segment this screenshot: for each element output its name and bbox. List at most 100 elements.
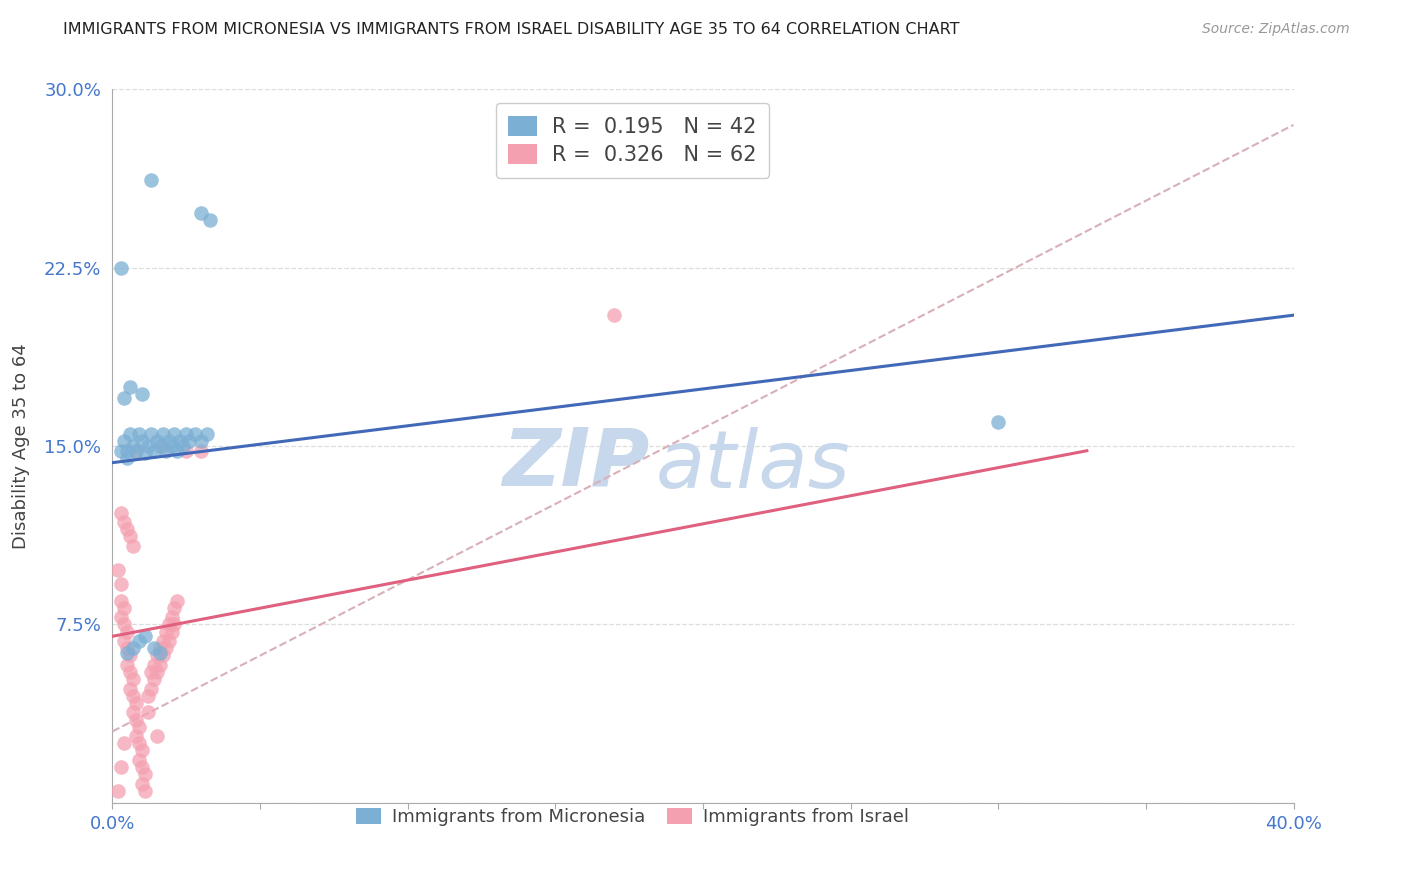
Point [139,172,162,186]
Point [160,624,183,639]
Point [142,672,165,686]
Point [107,563,129,577]
Point [131,777,153,791]
Point [112,634,135,648]
Text: atlas: atlas [655,427,851,505]
Point [134,446,156,460]
Point [195,427,218,442]
Point [160,610,183,624]
Point [149,641,172,656]
Point [142,657,165,672]
Point [160,439,183,453]
Point [112,617,135,632]
Point [120,681,142,696]
Point [142,641,165,656]
Point [149,646,172,660]
Point [146,729,169,743]
Point [131,434,153,449]
Point [122,539,145,553]
Point [128,427,150,442]
Point [139,681,162,696]
Point [136,439,159,453]
Point [117,641,138,656]
Point [117,522,138,536]
Point [125,729,148,743]
Point [112,736,135,750]
Point [120,648,142,663]
Point [155,443,177,458]
Point [157,634,180,648]
Text: ZIP: ZIP [502,425,650,503]
Point [163,427,186,442]
Point [125,713,148,727]
Point [198,213,221,227]
Text: IMMIGRANTS FROM MICRONESIA VS IMMIGRANTS FROM ISRAEL DISABILITY AGE 35 TO 64 COR: IMMIGRANTS FROM MICRONESIA VS IMMIGRANTS… [63,22,960,37]
Point [128,634,150,648]
Point [172,439,194,453]
Point [179,434,201,449]
Point [131,760,153,774]
Point [110,443,132,458]
Point [169,434,191,449]
Point [155,624,177,639]
Point [987,415,1010,429]
Point [146,434,169,449]
Y-axis label: Disability Age 35 to 64: Disability Age 35 to 64 [13,343,30,549]
Legend: Immigrants from Micronesia, Immigrants from Israel: Immigrants from Micronesia, Immigrants f… [349,800,915,833]
Point [166,593,188,607]
Point [125,696,148,710]
Point [125,443,148,458]
Point [136,689,159,703]
Point [112,392,135,406]
Point [122,689,145,703]
Point [128,736,150,750]
Point [112,434,135,449]
Text: Source: ZipAtlas.com: Source: ZipAtlas.com [1202,22,1350,37]
Point [110,260,132,275]
Point [120,379,142,393]
Point [166,443,188,458]
Point [157,617,180,632]
Point [142,443,165,458]
Point [131,743,153,757]
Point [163,617,186,632]
Point [174,427,197,442]
Point [110,593,132,607]
Point [122,641,145,656]
Point [174,443,197,458]
Point [117,646,138,660]
Point [139,665,162,679]
Point [120,665,142,679]
Point [155,641,177,656]
Point [117,657,138,672]
Point [134,629,156,643]
Point [110,610,132,624]
Point [117,450,138,465]
Point [110,506,132,520]
Point [163,600,186,615]
Point [120,529,142,543]
Point [152,634,174,648]
Point [603,308,626,322]
Point [128,720,150,734]
Point [117,443,138,458]
Point [112,600,135,615]
Point [190,443,212,458]
Point [149,439,172,453]
Point [149,657,172,672]
Point [122,672,145,686]
Point [117,624,138,639]
Point [122,439,145,453]
Point [125,443,148,458]
Point [134,767,156,781]
Point [190,206,212,220]
Point [152,427,174,442]
Point [190,434,212,449]
Point [131,386,153,401]
Point [134,784,156,798]
Point [136,706,159,720]
Point [107,784,129,798]
Point [152,439,174,453]
Point [128,753,150,767]
Point [152,648,174,663]
